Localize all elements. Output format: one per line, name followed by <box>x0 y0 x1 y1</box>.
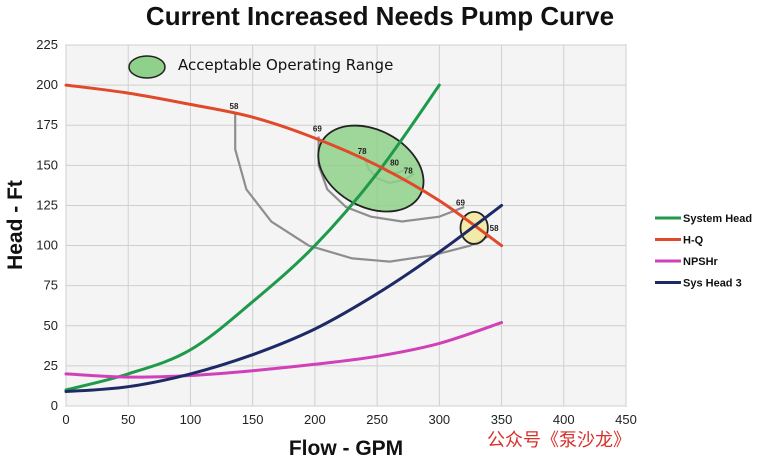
chart-title: Current Increased Needs Pump Curve <box>146 1 614 31</box>
series-lines <box>64 83 504 394</box>
y-tick-label: 200 <box>36 77 58 92</box>
y-tick-label: 75 <box>44 278 58 293</box>
efficiency-labels: 58 69 78 80 78 69 58 <box>230 102 500 233</box>
y-tick-label: 50 <box>44 318 58 333</box>
y-tick-label: 0 <box>51 398 58 413</box>
legend-entry: Sys Head 3 <box>683 278 742 290</box>
y-tick-label: 100 <box>36 238 58 253</box>
series-line-system-head <box>64 83 441 392</box>
x-tick-label: 300 <box>428 412 450 427</box>
efficiency-curve-58 <box>234 112 490 263</box>
x-tick-label: 350 <box>491 412 513 427</box>
efficiency-label: 80 <box>390 158 399 167</box>
plot-area <box>65 44 627 407</box>
legend: System Head H-Q NPSHr Sys Head 3 <box>655 213 752 290</box>
x-tick-label: 100 <box>180 412 202 427</box>
y-tick-label: 175 <box>36 117 58 132</box>
acceptable-range-legend-marker <box>128 55 166 79</box>
efficiency-label: 69 <box>456 198 465 207</box>
series-line-h-q <box>64 83 504 248</box>
legend-entry: NPSHr <box>683 256 719 268</box>
y-axis-title: Head - Ft <box>4 180 27 270</box>
x-tick-label: 200 <box>304 412 326 427</box>
x-tick-label: 50 <box>121 412 135 427</box>
efficiency-label: 69 <box>313 125 322 134</box>
grid-lines <box>65 44 627 407</box>
efficiency-label: 58 <box>230 102 239 111</box>
efficiency-label: 78 <box>358 147 367 156</box>
x-axis-title: Flow - GPM <box>289 437 403 460</box>
y-tick-label: 150 <box>36 157 58 172</box>
x-tick-label: 400 <box>553 412 575 427</box>
series-line-sys-head-3 <box>64 203 504 394</box>
x-tick-label: 150 <box>242 412 264 427</box>
watermark-text: 公众号《泵沙龙》 <box>487 430 631 451</box>
efficiency-label: 78 <box>404 166 413 175</box>
x-tick-label: 0 <box>62 412 69 427</box>
y-tick-label: 25 <box>44 358 58 373</box>
efficiency-label: 58 <box>490 224 499 233</box>
y-tick-label: 225 <box>36 37 58 52</box>
x-tick-label: 250 <box>366 412 388 427</box>
y-tick-labels: 0 25 50 75 100 125 150 175 200 225 <box>36 37 58 413</box>
legend-entry: H-Q <box>683 235 704 247</box>
series-line-npshr <box>64 321 504 379</box>
y-tick-label: 125 <box>36 197 58 212</box>
acceptable-range-annotation: Acceptable Operating Range <box>178 56 393 74</box>
x-tick-label: 450 <box>615 412 637 427</box>
x-tick-labels: 0 50 100 150 200 250 300 350 400 450 <box>62 412 636 427</box>
legend-entry: System Head <box>683 213 752 225</box>
